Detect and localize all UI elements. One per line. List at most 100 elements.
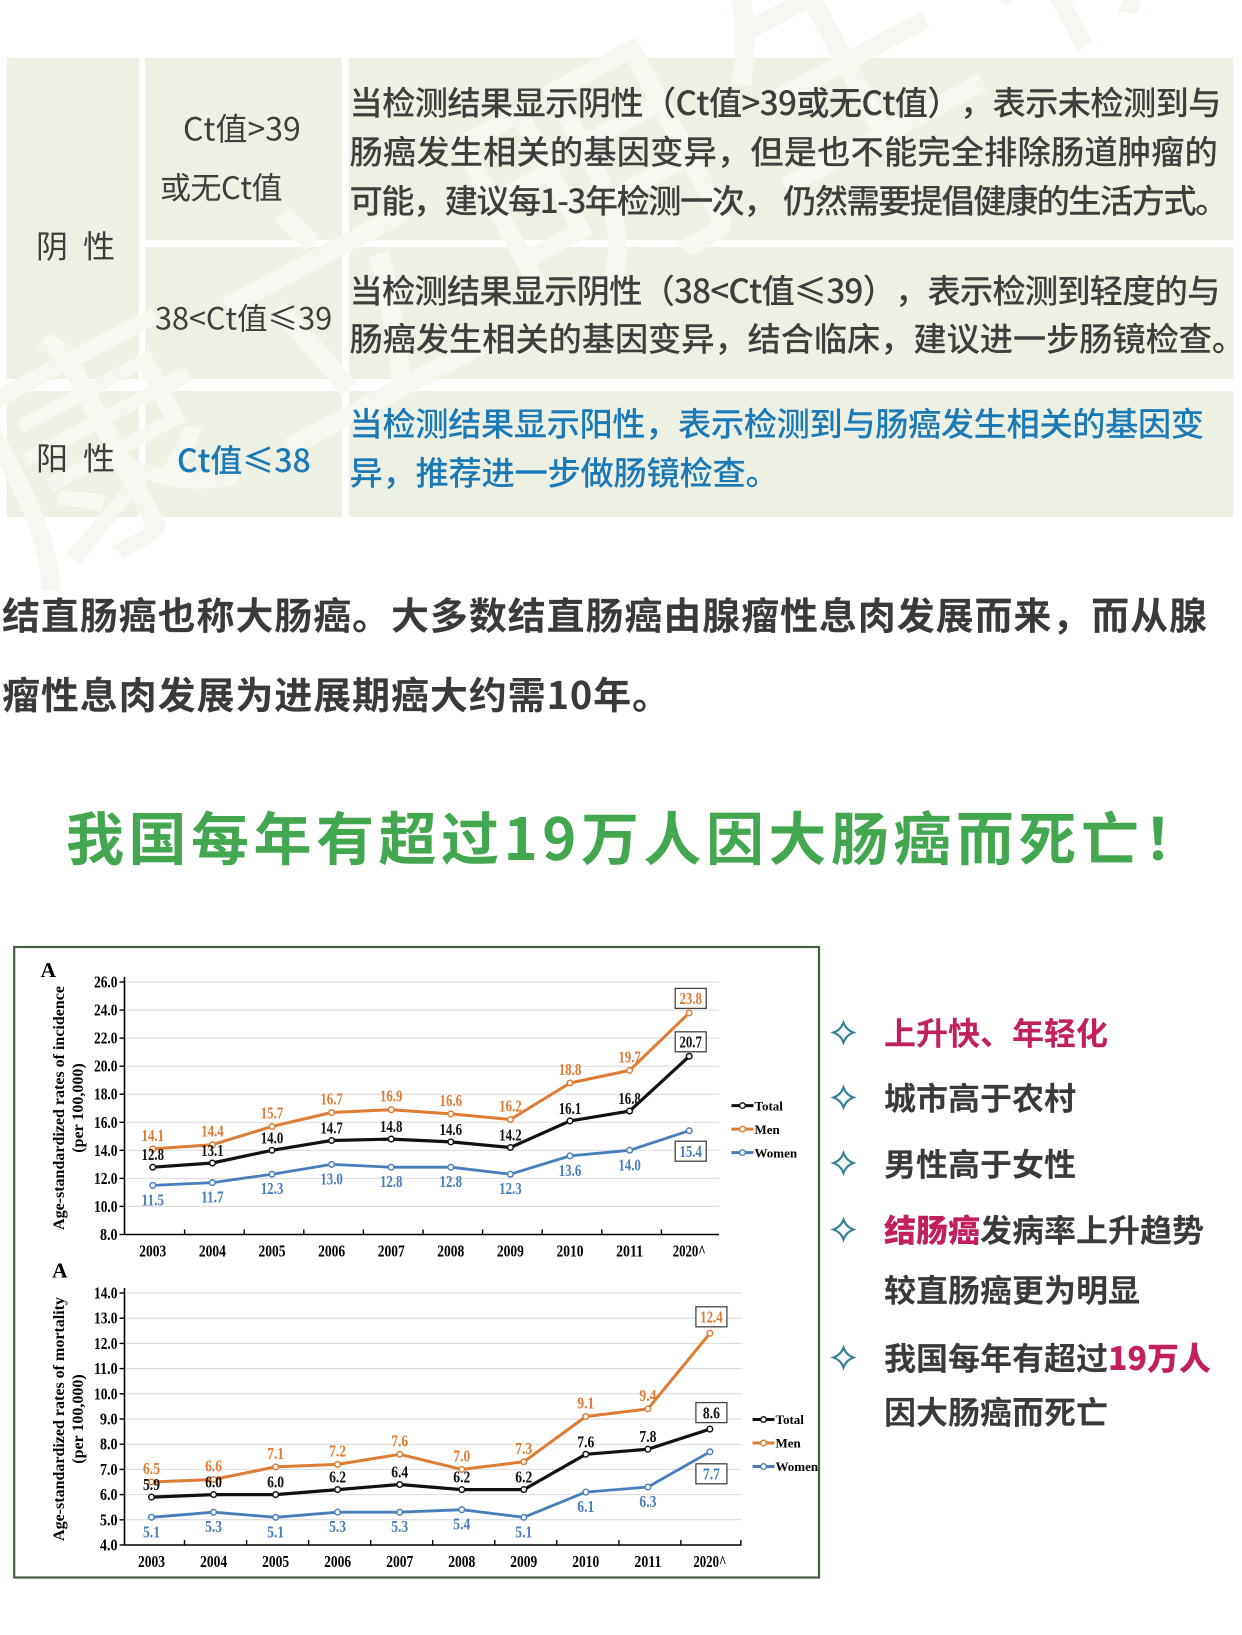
- svg-text:Men: Men: [776, 1436, 802, 1451]
- svg-text:2020^: 2020^: [693, 1552, 726, 1571]
- svg-text:2010: 2010: [572, 1552, 599, 1571]
- svg-text:8.0: 8.0: [100, 1225, 118, 1244]
- svg-text:2011: 2011: [634, 1552, 661, 1571]
- svg-text:7.6: 7.6: [577, 1432, 594, 1451]
- svg-text:(per 100,000): (per 100,000): [70, 1063, 87, 1152]
- svg-text:5.0: 5.0: [100, 1510, 118, 1529]
- svg-text:6.1: 6.1: [577, 1497, 594, 1516]
- svg-text:5.9: 5.9: [143, 1475, 160, 1494]
- svg-text:6.4: 6.4: [391, 1463, 408, 1482]
- svg-text:18.8: 18.8: [559, 1060, 582, 1079]
- svg-text:12.0: 12.0: [94, 1334, 118, 1353]
- svg-text:14.0: 14.0: [94, 1141, 118, 1160]
- svg-text:14.6: 14.6: [440, 1120, 463, 1139]
- svg-text:Age-standardized rates of mort: Age-standardized rates of mortality: [51, 1297, 68, 1541]
- svg-text:2003: 2003: [139, 1242, 166, 1261]
- svg-text:7.0: 7.0: [453, 1446, 470, 1465]
- svg-text:16.7: 16.7: [320, 1090, 343, 1109]
- svg-text:6.0: 6.0: [205, 1473, 222, 1492]
- svg-text:Total: Total: [776, 1412, 805, 1427]
- svg-text:11.7: 11.7: [201, 1188, 224, 1207]
- svg-text:6.2: 6.2: [515, 1468, 532, 1487]
- svg-text:A: A: [41, 958, 57, 982]
- svg-text:2009: 2009: [510, 1552, 537, 1571]
- svg-text:7.3: 7.3: [515, 1439, 532, 1458]
- svg-text:14.0: 14.0: [618, 1155, 641, 1174]
- svg-text:26.0: 26.0: [94, 973, 118, 992]
- svg-text:Total: Total: [755, 1098, 784, 1113]
- svg-text:A: A: [52, 1259, 68, 1283]
- svg-text:12.8: 12.8: [380, 1172, 403, 1191]
- svg-text:13.0: 13.0: [320, 1169, 343, 1188]
- svg-text:5.1: 5.1: [267, 1522, 284, 1541]
- svg-text:14.4: 14.4: [201, 1122, 224, 1141]
- svg-text:12.8: 12.8: [440, 1172, 463, 1191]
- svg-text:10.0: 10.0: [94, 1197, 118, 1216]
- svg-text:9.0: 9.0: [100, 1410, 118, 1429]
- svg-text:16.1: 16.1: [559, 1099, 582, 1118]
- svg-text:5.3: 5.3: [205, 1517, 222, 1536]
- svg-text:23.8: 23.8: [679, 989, 702, 1008]
- svg-text:16.2: 16.2: [499, 1097, 522, 1116]
- svg-text:18.0: 18.0: [94, 1085, 118, 1104]
- svg-text:4.0: 4.0: [100, 1536, 118, 1555]
- svg-text:13.0: 13.0: [94, 1309, 118, 1328]
- svg-text:2005: 2005: [262, 1552, 289, 1571]
- svg-text:16.8: 16.8: [618, 1089, 641, 1108]
- svg-text:6.5: 6.5: [143, 1459, 160, 1478]
- svg-text:Women: Women: [776, 1459, 819, 1474]
- svg-text:16.0: 16.0: [94, 1113, 118, 1132]
- svg-text:2005: 2005: [259, 1242, 286, 1261]
- svg-text:24.0: 24.0: [94, 1001, 118, 1020]
- svg-text:2006: 2006: [318, 1242, 345, 1261]
- svg-text:2008: 2008: [437, 1242, 464, 1261]
- svg-text:2011: 2011: [616, 1242, 643, 1261]
- svg-text:14.0: 14.0: [94, 1284, 118, 1303]
- svg-text:Men: Men: [755, 1122, 781, 1137]
- svg-text:2004: 2004: [199, 1242, 226, 1261]
- svg-text:2003: 2003: [138, 1552, 165, 1571]
- svg-text:Age-standardized rates of inci: Age-standardized rates of incidence: [51, 986, 68, 1230]
- svg-text:(per 100,000): (per 100,000): [70, 1374, 87, 1463]
- svg-text:10.0: 10.0: [94, 1384, 118, 1403]
- svg-text:2010: 2010: [557, 1242, 584, 1261]
- svg-text:14.1: 14.1: [142, 1126, 165, 1145]
- svg-text:2007: 2007: [378, 1242, 405, 1261]
- svg-text:6.0: 6.0: [267, 1473, 284, 1492]
- svg-text:5.3: 5.3: [329, 1517, 346, 1536]
- svg-text:2020^: 2020^: [673, 1242, 706, 1261]
- svg-text:6.2: 6.2: [329, 1468, 346, 1487]
- svg-text:14.2: 14.2: [499, 1126, 522, 1145]
- svg-text:5.3: 5.3: [391, 1517, 408, 1536]
- svg-text:11.0: 11.0: [94, 1359, 118, 1378]
- svg-text:22.0: 22.0: [94, 1029, 118, 1048]
- svg-text:13.6: 13.6: [559, 1161, 582, 1180]
- svg-text:20.0: 20.0: [94, 1057, 118, 1076]
- svg-text:19.7: 19.7: [618, 1047, 641, 1066]
- svg-text:7.8: 7.8: [639, 1427, 656, 1446]
- svg-text:2008: 2008: [448, 1552, 475, 1571]
- svg-text:13.1: 13.1: [201, 1141, 224, 1160]
- svg-text:16.6: 16.6: [440, 1091, 463, 1110]
- svg-text:2006: 2006: [324, 1552, 351, 1571]
- svg-text:5.1: 5.1: [515, 1522, 532, 1541]
- svg-text:9.1: 9.1: [577, 1394, 594, 1413]
- svg-text:14.7: 14.7: [320, 1119, 343, 1138]
- svg-text:12.8: 12.8: [142, 1145, 165, 1164]
- svg-text:2007: 2007: [386, 1552, 413, 1571]
- svg-text:15.7: 15.7: [261, 1104, 284, 1123]
- svg-text:6.6: 6.6: [205, 1457, 222, 1476]
- svg-text:7.2: 7.2: [329, 1441, 346, 1460]
- svg-text:14.0: 14.0: [261, 1128, 284, 1147]
- svg-text:2004: 2004: [200, 1552, 227, 1571]
- svg-text:7.6: 7.6: [391, 1431, 408, 1450]
- svg-text:16.9: 16.9: [380, 1087, 403, 1106]
- svg-text:6.2: 6.2: [453, 1468, 470, 1487]
- svg-text:12.4: 12.4: [700, 1308, 723, 1327]
- svg-text:5.4: 5.4: [453, 1515, 470, 1534]
- svg-text:6.3: 6.3: [639, 1492, 656, 1511]
- svg-text:11.5: 11.5: [142, 1190, 165, 1209]
- svg-text:9.4: 9.4: [639, 1386, 656, 1405]
- svg-text:15.4: 15.4: [679, 1142, 702, 1161]
- svg-text:20.7: 20.7: [679, 1033, 702, 1052]
